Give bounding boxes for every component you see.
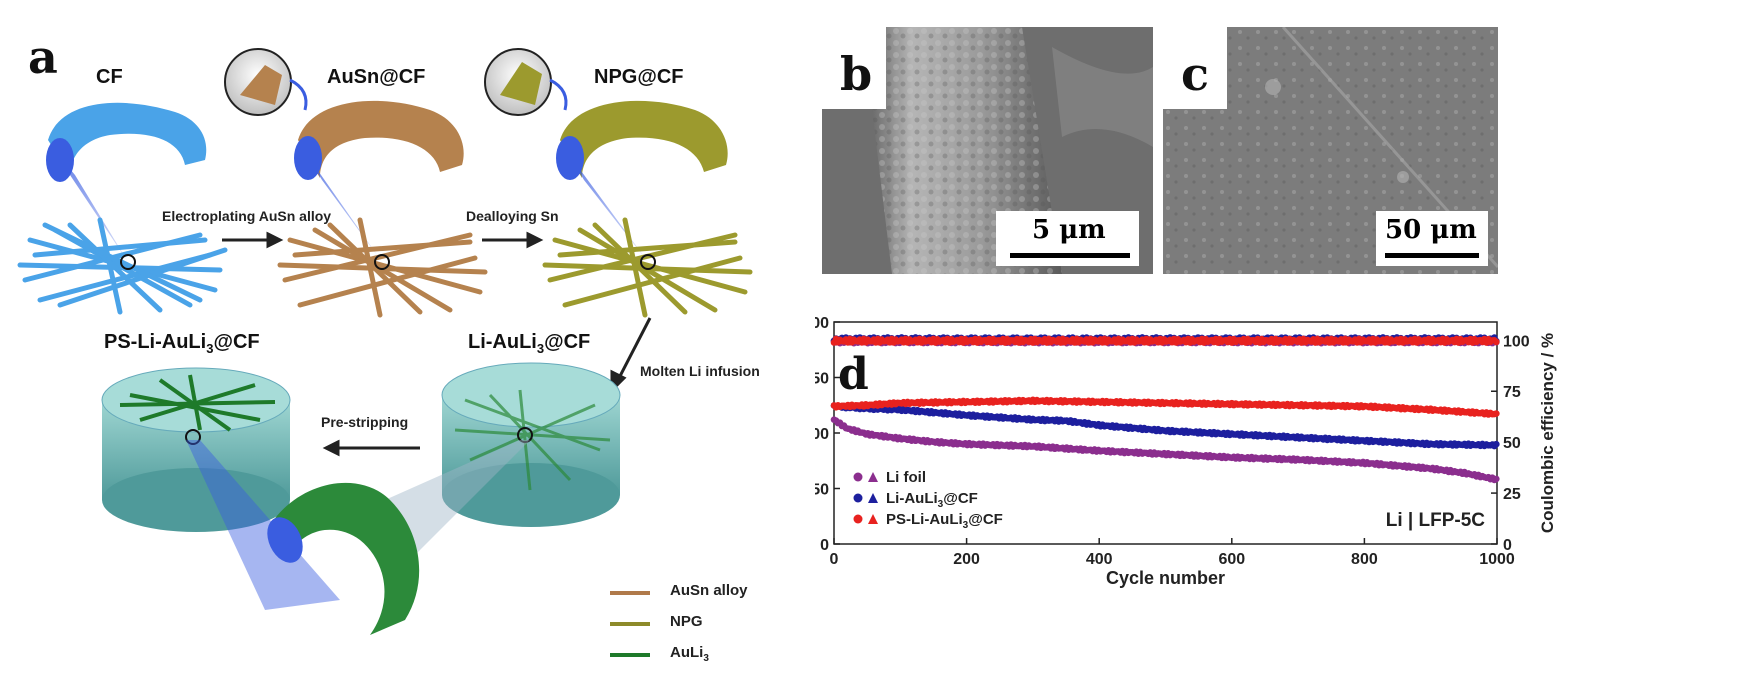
legend-label-post: @CF [968,511,1003,528]
x-tick-label: 200 [953,551,980,568]
arrow-molten [610,317,652,394]
legend-label-main: PS-Li-AuLi [886,511,963,528]
y-left-tick-label: 200 [815,315,829,332]
x-axis-title: Cycle number [1106,568,1225,588]
y-left-tick-label: 0 [820,537,829,554]
label-ps: PS-Li-AuLi3@CF [104,331,260,356]
label-npg: NPG@CF [594,66,684,88]
label-ps-sub: 3 [206,341,214,356]
legend-marker-circle [853,493,863,503]
label-ps-post: @CF [213,331,260,353]
scale-label-b: 5 μm [1032,215,1106,245]
legend-npg-swatch [610,622,650,626]
panel-a: a [0,0,815,683]
scale-bar-c [1385,253,1479,258]
legend-label: PS-Li-AuLi3@CF [886,511,1003,531]
chart-annotation: Li | LFP-5C [1386,510,1486,531]
legend-label-post: @CF [943,490,978,507]
legend-marker-triangle [868,493,878,503]
panel-letter-box-b [822,27,886,109]
y-right-tick-label: 0 [1503,537,1512,554]
label-ausn: AuSn@CF [327,66,426,88]
panel-letter-box-c [1163,27,1227,109]
panel-letter-d: d [838,349,869,400]
legend-ausn-swatch [610,591,650,595]
legend-auli3-sub: 3 [703,653,709,664]
x-tick-label: 400 [1086,551,1113,568]
x-tick-label: 1000 [1479,551,1515,568]
x-tick-label: 600 [1218,551,1245,568]
label-li-auli3: Li-AuLi3@CF [468,331,590,356]
label-li-auli3-sub: 3 [536,341,545,356]
schematic-drawing [17,48,753,635]
legend-auli3-label: AuLi3 [670,644,709,664]
legend-auli3-swatch [610,653,650,657]
arrow-text-prestripping: Pre-stripping [321,414,409,430]
arrow-text-molten: Molten Li infusion [640,363,760,379]
arrow-dealloying [482,231,544,249]
label-cf: CF [96,66,123,88]
legend-npg-label: NPG [670,613,703,630]
legend-marker-triangle [868,472,878,482]
y-right-tick-label: 50 [1503,435,1521,452]
label-li-auli3-post: @CF [544,331,591,353]
ps-cone [186,440,340,610]
data-point [1493,338,1500,346]
npg-mesh [542,217,753,318]
y-left-tick-label: 50 [815,482,829,499]
auli3-fiber-icon [267,482,420,635]
y-right-tick-label: 100 [1503,333,1530,350]
scale-label-c: 50 μm [1385,215,1477,245]
legend-marker-circle [853,514,863,524]
legend-marker-circle [853,472,863,482]
sem-image-c: c 50 μm [1163,27,1498,274]
panel-letter-a: a [28,30,58,84]
schematic-legend: AuSn alloy NPG AuLi3 [610,582,790,677]
arrow-text-dealloying: Dealloying Sn [466,208,559,224]
y-right-tick-label: 25 [1503,486,1521,503]
x-tick-label: 0 [830,551,839,568]
ps-disk [101,367,291,532]
label-ps-main: PS-Li-AuLi [104,331,207,353]
label-li-auli3-main: Li-AuLi [468,331,537,353]
legend-auli3-main: AuLi [670,644,704,661]
legend-ausn-label: AuSn alloy [670,582,748,599]
legend-label: Li-AuLi3@CF [886,490,978,510]
y-right-axis-title: Coulombic efficiency / % [1538,333,1557,533]
li-auli3-disk [441,362,621,527]
data-point [1493,440,1500,448]
legend-label-main: Li-AuLi [886,490,938,507]
series-ps-li-auli3-cf [830,396,1500,418]
data-point [1493,410,1500,417]
series-li-foil [830,416,1500,484]
arrow-electroplating [222,231,284,249]
npg-fiber-icon [556,100,728,180]
sem-image-b: b 5 μm [822,27,1153,274]
scale-bar-b [1010,253,1130,258]
panel-letter-c: c [1181,47,1210,101]
ausn-mesh [277,217,488,318]
legend-marker-triangle [868,514,878,524]
data-point [1493,475,1500,483]
chart-d: 020040060080010000501001502000255075100C… [815,315,1557,588]
arrow-prestripping [322,439,420,457]
legend-label-sub: 3 [963,520,969,531]
y-left-tick-label: 100 [815,426,829,443]
ausn-fiber-icon [294,100,464,180]
arrow-text-electroplating: Electroplating AuSn alloy [162,208,332,224]
series-ps-li-auli3-cf-ce [830,335,1500,346]
legend-label-sub: 3 [938,499,944,510]
cf-cone [50,145,128,262]
y-left-tick-label: 150 [815,371,829,388]
legend-label: Li foil [886,469,926,486]
legend-label-main: Li foil [886,469,926,486]
y-right-tick-label: 75 [1503,384,1521,401]
panel-letter-b: b [840,47,873,101]
x-tick-label: 800 [1351,551,1378,568]
